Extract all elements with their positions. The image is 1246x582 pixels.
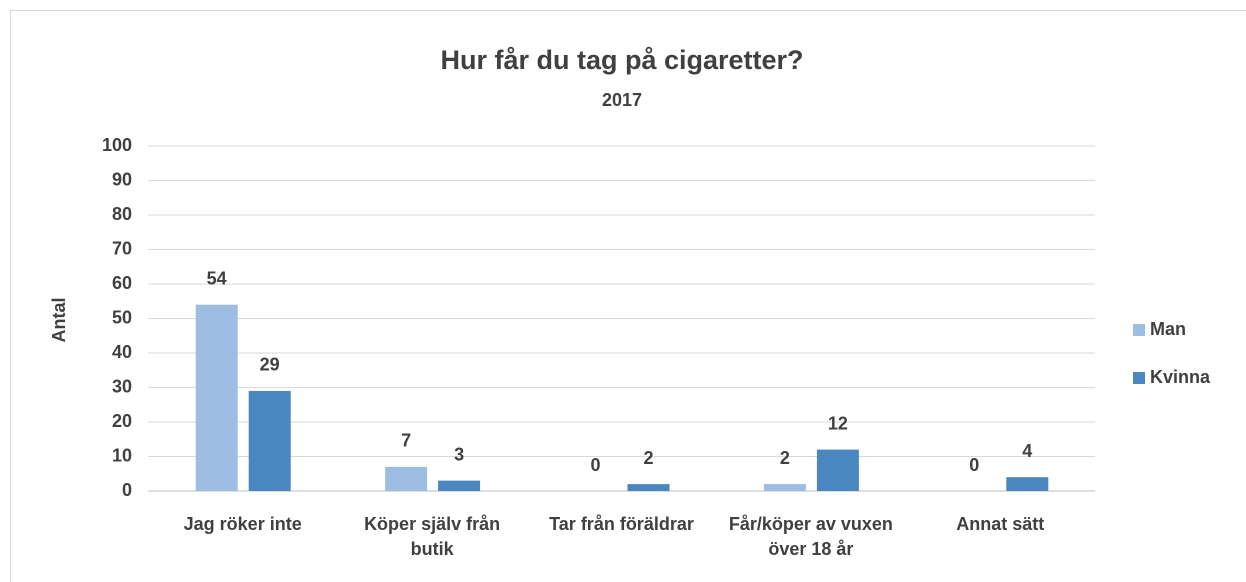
data-label: 2 (643, 448, 653, 468)
bar (763, 484, 806, 491)
y-tick-label: 60 (112, 273, 132, 293)
y-tick-label: 0 (122, 480, 132, 500)
y-tick-label: 90 (112, 169, 132, 189)
data-label: 4 (1022, 441, 1032, 461)
y-tick-label: 80 (112, 204, 132, 224)
data-label: 2 (780, 448, 790, 468)
data-label: 0 (590, 455, 600, 475)
data-label: 7 (401, 431, 411, 451)
legend-swatch (1133, 372, 1145, 384)
data-label: 12 (828, 413, 848, 433)
data-label: 29 (260, 355, 280, 375)
y-tick-label: 10 (112, 445, 132, 465)
x-tick-label: Köper själv från butik (364, 514, 501, 559)
x-tick-label: Annat sätt (956, 514, 1045, 534)
bar (248, 390, 291, 491)
bar (195, 304, 238, 491)
x-tick-label: Tar från föräldrar (549, 514, 694, 534)
data-label: 3 (454, 444, 464, 464)
legend-swatch (1133, 324, 1145, 336)
y-tick-label: 20 (112, 411, 132, 431)
bar (816, 449, 859, 491)
bar (1006, 477, 1049, 491)
bar (627, 484, 670, 491)
chart-subtitle: 2017 (602, 90, 642, 110)
x-tick-label: Jag röker inte (183, 514, 302, 534)
data-label: 54 (207, 268, 227, 288)
legend-label: Kvinna (1150, 367, 1211, 387)
chart-title: Hur får du tag på cigaretter? (440, 45, 803, 75)
legend-label: Man (1150, 319, 1186, 339)
y-tick-label: 50 (112, 307, 132, 327)
x-tick-label: Får/köper av vuxen över 18 år (728, 514, 893, 559)
data-label: 0 (969, 455, 979, 475)
y-tick-label: 40 (112, 342, 132, 362)
y-axis-label: Antal (49, 298, 69, 343)
y-tick-label: 30 (112, 376, 132, 396)
y-tick-label: 70 (112, 238, 132, 258)
bar (385, 466, 428, 491)
bar (438, 480, 481, 491)
chart-border (10, 10, 1246, 582)
y-tick-label: 100 (102, 135, 132, 155)
